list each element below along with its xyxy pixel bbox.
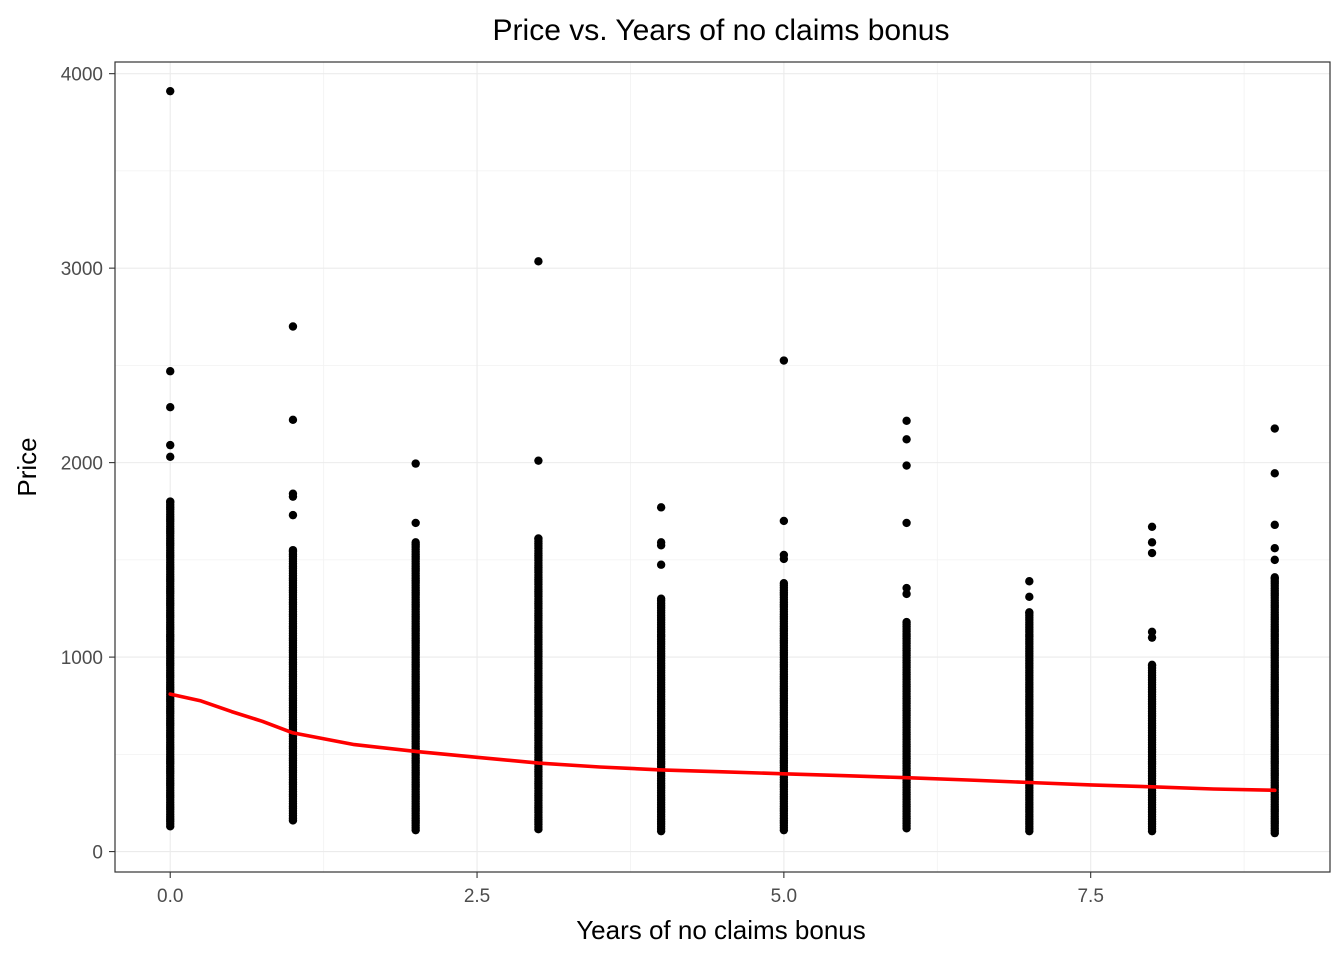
y-tick-label: 3000	[61, 259, 103, 280]
data-point	[656, 594, 666, 603]
data-point-outlier	[1025, 577, 1034, 586]
x-tick-label: 5.0	[771, 886, 797, 907]
data-point-outlier	[656, 560, 666, 569]
data-point-outlier	[902, 583, 911, 593]
data-point-outlier	[534, 456, 543, 465]
data-point	[779, 579, 789, 588]
data-point-outlier	[1147, 627, 1157, 637]
data-point-outlier	[656, 541, 666, 550]
data-point-outlier	[1270, 424, 1279, 433]
data-point-outlier	[288, 322, 298, 331]
data-point	[902, 617, 911, 627]
data-point-outlier	[288, 492, 298, 501]
smooth-trend-line	[168, 692, 1277, 793]
data-point-outlier	[779, 356, 789, 365]
data-point	[288, 545, 298, 555]
x-tick-label: 0.0	[157, 886, 183, 907]
data-point-outlier	[779, 554, 789, 564]
data-point-outlier	[1025, 592, 1034, 602]
x-tick-label: 7.5	[1077, 886, 1103, 907]
data-point-outlier	[1147, 548, 1157, 558]
smooth-line	[168, 692, 1277, 793]
data-point-outlier	[288, 415, 298, 425]
data-point-outlier	[166, 452, 175, 461]
data-point-outlier	[534, 257, 543, 266]
plot-panel-border	[114, 61, 1331, 873]
data-point-outlier	[1270, 469, 1279, 478]
data-point-outlier	[1147, 633, 1157, 642]
axis-tick-labels: 0.0 2.5 5.0 7.5 0 1000 2000 3000 4000	[61, 65, 1104, 907]
data-point-outlier	[411, 518, 420, 528]
data-point-outlier	[1147, 522, 1157, 532]
data-point-outlier	[902, 461, 911, 470]
data-point-outlier	[902, 589, 911, 599]
chart-title: Price vs. Years of no claims bonus	[493, 14, 950, 47]
data-point-outlier	[166, 440, 175, 450]
data-point	[411, 538, 420, 547]
data-point	[1270, 573, 1279, 582]
x-axis-label: Years of no claims bonus	[576, 915, 866, 945]
data-point-outlier	[166, 86, 175, 96]
data-point-outlier	[166, 367, 175, 376]
data-point-outlier	[411, 459, 420, 468]
data-point	[534, 534, 543, 543]
data-point	[1147, 660, 1157, 670]
grid-lines	[115, 62, 1330, 872]
data-point-outlier	[288, 510, 298, 520]
data-point-outlier	[902, 416, 911, 426]
data-point	[1025, 608, 1034, 617]
data-point-outlier	[902, 435, 911, 444]
axis-ticks	[109, 73, 1092, 878]
data-point-outlier	[1270, 555, 1279, 565]
data-point-outlier	[1270, 543, 1279, 553]
y-tick-label: 0	[92, 843, 103, 864]
y-tick-label: 4000	[61, 65, 103, 86]
y-tick-label: 1000	[61, 648, 103, 669]
data-point-outlier	[779, 516, 789, 526]
data-point-outlier	[1270, 520, 1279, 530]
data-point-outlier	[166, 402, 175, 412]
x-tick-label: 2.5	[464, 886, 490, 907]
data-point-outlier	[1147, 538, 1157, 547]
scatter-points	[166, 86, 1279, 838]
data-point-outlier	[902, 518, 911, 528]
data-point-outlier	[656, 503, 666, 512]
y-tick-label: 2000	[61, 454, 103, 475]
data-point	[166, 497, 175, 506]
y-axis-label: Price	[12, 437, 42, 496]
